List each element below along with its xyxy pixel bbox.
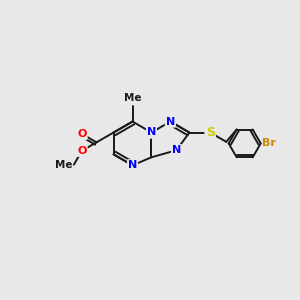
Text: N: N	[166, 117, 175, 127]
Text: N: N	[172, 145, 181, 155]
Text: S: S	[206, 126, 214, 139]
Text: N: N	[147, 128, 156, 137]
Text: N: N	[166, 117, 175, 127]
Text: O: O	[77, 146, 87, 156]
Text: S: S	[206, 126, 214, 139]
Text: N: N	[128, 160, 137, 170]
Text: N: N	[147, 128, 156, 137]
Text: Me: Me	[124, 94, 141, 103]
Text: Me: Me	[55, 160, 72, 170]
Text: O: O	[77, 146, 87, 156]
Text: N: N	[128, 160, 137, 170]
Text: O: O	[77, 129, 87, 139]
Text: O: O	[77, 129, 87, 139]
Text: Br: Br	[262, 138, 276, 148]
Text: N: N	[172, 145, 181, 155]
